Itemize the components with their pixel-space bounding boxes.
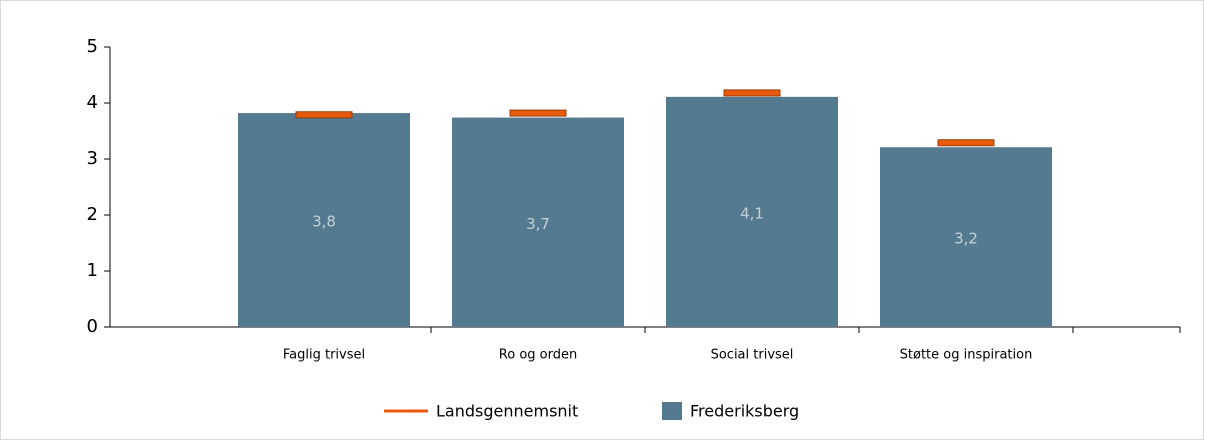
x-tick-label: Støtte og inspiration — [900, 348, 1033, 363]
value-label: 4,1 — [740, 204, 764, 222]
average-marker — [723, 89, 781, 97]
value-label: 3,8 — [312, 213, 336, 231]
y-tick-label: 4 — [87, 92, 98, 113]
y-tick-label: 1 — [87, 260, 98, 281]
average-marker — [295, 111, 353, 119]
y-tick-label: 2 — [87, 204, 98, 225]
x-tick-label: Ro og orden — [499, 348, 577, 363]
y-tick-label: 3 — [87, 148, 98, 169]
x-tick-label: Social trivsel — [711, 348, 794, 363]
bar — [452, 117, 624, 327]
legend-label: Landsgennemsnit — [436, 402, 578, 421]
x-tick-label: Faglig trivsel — [283, 348, 365, 363]
bar — [238, 113, 410, 327]
legend-swatch — [662, 402, 682, 420]
bar — [880, 147, 1052, 327]
y-tick-label: 5 — [87, 36, 98, 57]
bar — [666, 96, 838, 327]
value-label: 3,2 — [954, 230, 978, 248]
y-tick-label: 0 — [87, 316, 98, 337]
average-marker — [937, 139, 995, 147]
value-label: 3,7 — [526, 215, 550, 233]
average-marker — [509, 109, 567, 117]
legend-label: Frederiksberg — [690, 402, 799, 421]
